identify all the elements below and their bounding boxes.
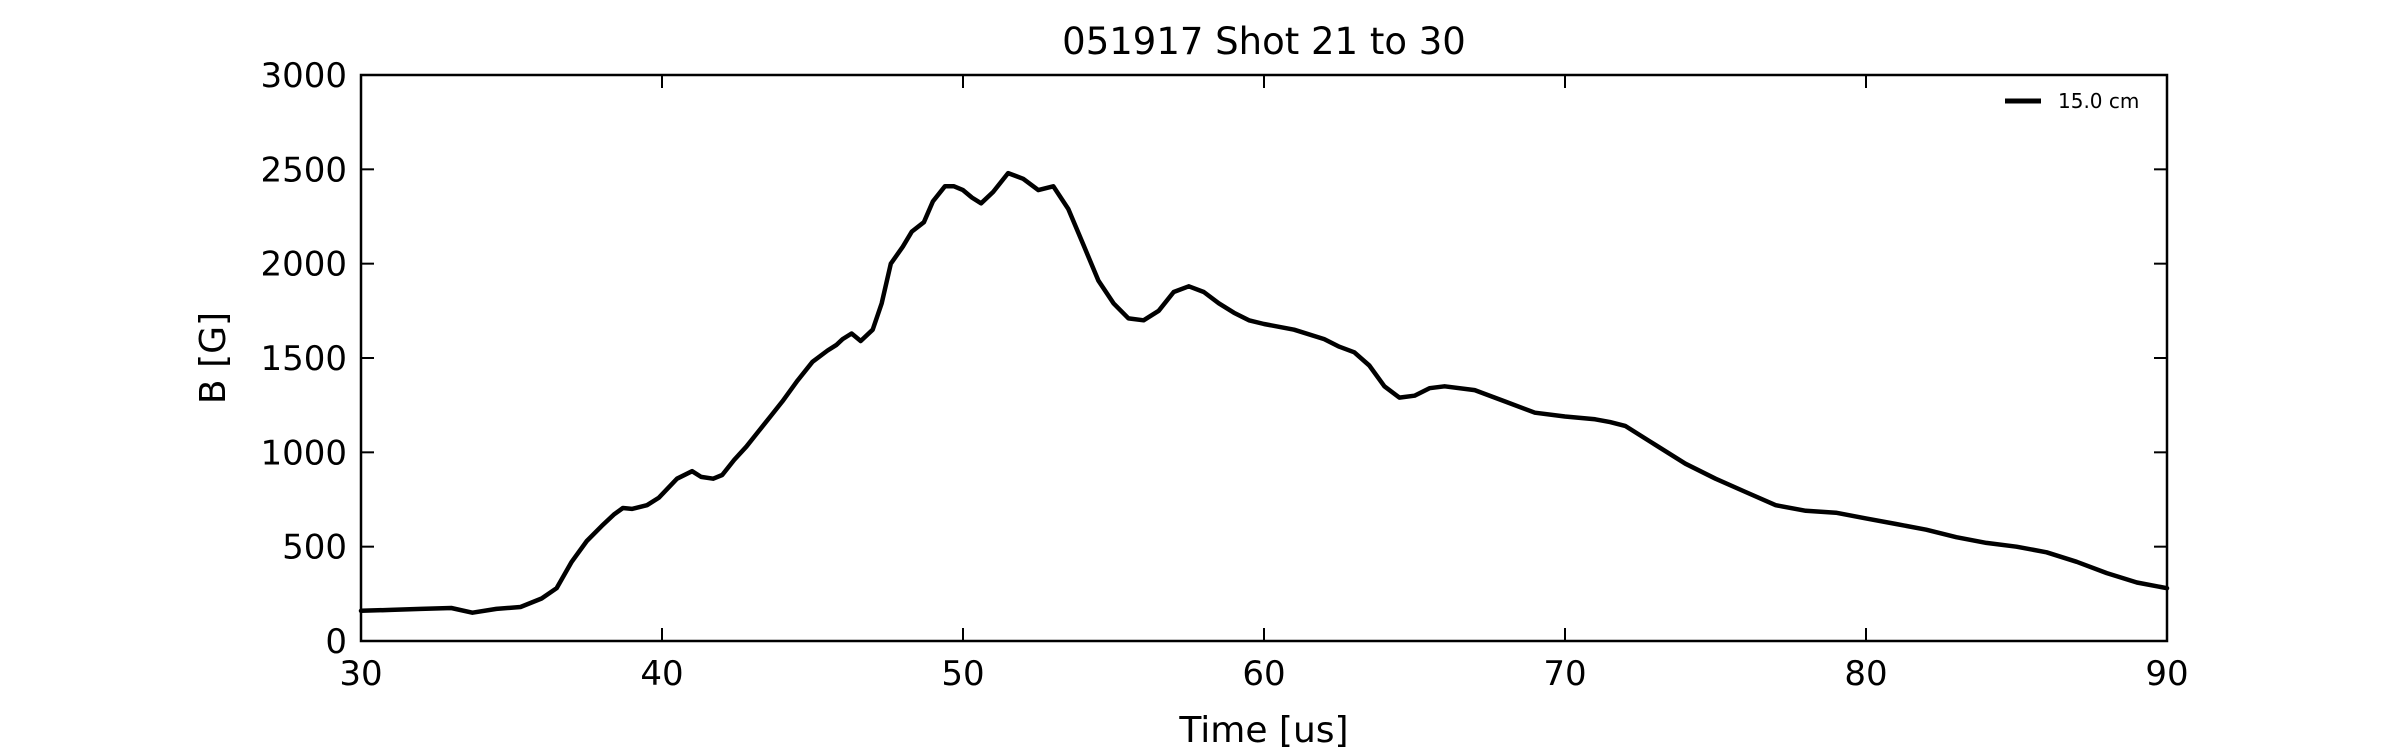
y-tick-label: 500	[282, 528, 347, 568]
series-layer	[358, 170, 2170, 615]
x-tick-label: 70	[1543, 654, 1586, 694]
x-tick-label: 80	[1844, 654, 1887, 694]
x-tick-label: 90	[2145, 654, 2188, 694]
x-tick-label: 50	[941, 654, 984, 694]
x-tick-label: 40	[640, 654, 683, 694]
legend: 15.0 cm	[2005, 89, 2139, 113]
series-line	[358, 170, 2170, 615]
y-tick-label: 2000	[260, 245, 347, 285]
legend-label: 15.0 cm	[2058, 89, 2139, 113]
plot-frame	[359, 73, 2169, 643]
x-tick-label: 30	[339, 654, 382, 694]
y-tick-label: 2500	[260, 150, 347, 190]
y-tick-label: 1000	[260, 433, 347, 473]
y-tick-label: 0	[325, 622, 347, 662]
x-tick-label: 60	[1242, 654, 1285, 694]
y-tick-label: 3000	[260, 56, 347, 96]
y-axis-label: B [G]	[193, 312, 234, 404]
x-axis-label: Time [us]	[1178, 710, 1348, 750]
chart-title: 051917 Shot 21 to 30	[1062, 20, 1466, 63]
tick-layer: 30 40 50 60 70 80 90 0 500 1000 1500 2000 2500 3000	[260, 56, 2188, 694]
y-tick-label: 1500	[260, 339, 347, 379]
